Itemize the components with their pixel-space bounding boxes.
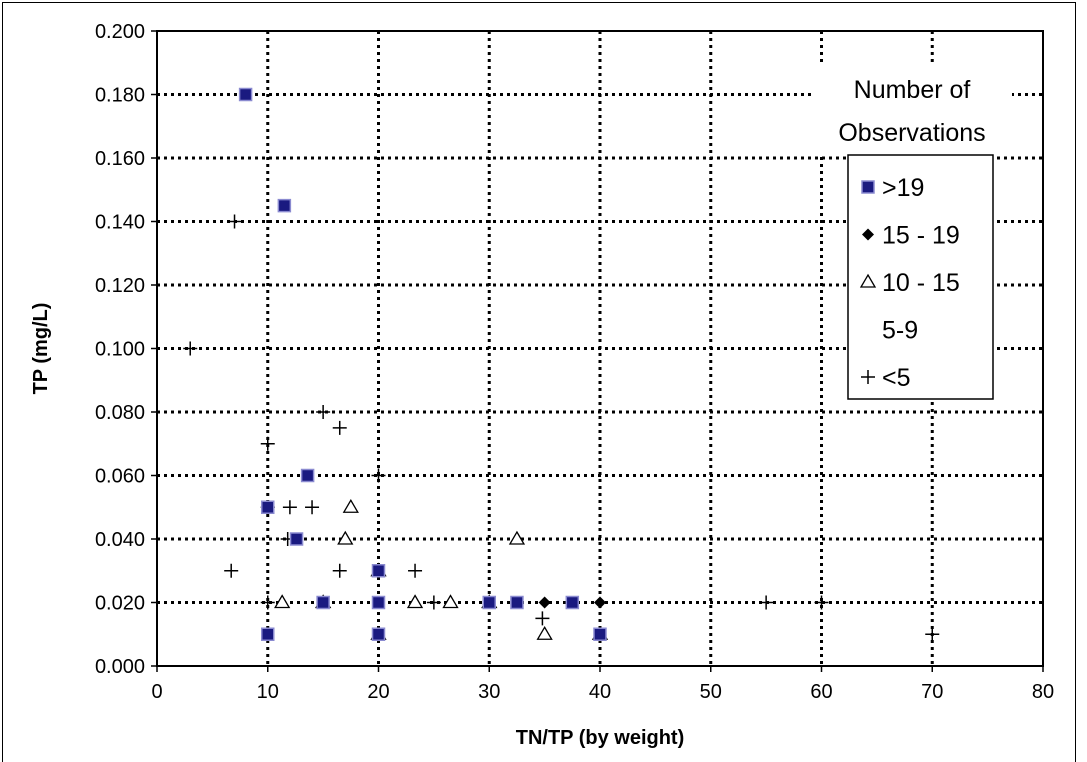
data-point bbox=[371, 627, 386, 641]
data-point bbox=[305, 500, 320, 515]
data-point bbox=[261, 500, 275, 514]
data-point bbox=[538, 596, 551, 609]
legend-title-line-2: Observations bbox=[838, 119, 985, 147]
data-point bbox=[260, 436, 275, 451]
y-tick-label: 0.160 bbox=[95, 148, 145, 170]
data-point bbox=[337, 530, 354, 545]
legend-box bbox=[847, 154, 994, 400]
y-tick-label: 0.020 bbox=[95, 593, 145, 615]
data-point bbox=[510, 595, 524, 610]
data-point bbox=[535, 611, 550, 626]
x-tick-label: 40 bbox=[589, 681, 611, 703]
y-tick-label: 0.080 bbox=[95, 402, 145, 424]
y-tick-label: 0.140 bbox=[95, 212, 145, 234]
y-tick-label: 0.040 bbox=[95, 529, 145, 551]
x-tick-label: 0 bbox=[151, 681, 162, 703]
legend-title-line-1: Number of bbox=[854, 76, 971, 104]
data-point bbox=[593, 627, 607, 641]
x-axis-title: TN/TP (by weight) bbox=[516, 727, 685, 749]
data-point bbox=[406, 594, 424, 609]
data-point bbox=[261, 627, 275, 641]
data-point bbox=[814, 595, 829, 610]
legend-marker bbox=[861, 370, 875, 384]
y-tick-label: 0.120 bbox=[95, 275, 145, 297]
data-point bbox=[274, 594, 291, 609]
data-point bbox=[371, 468, 386, 483]
x-tick-label: 10 bbox=[257, 681, 279, 703]
data-point bbox=[238, 87, 253, 102]
data-point bbox=[536, 625, 553, 640]
y-tick-label: 0.000 bbox=[95, 656, 145, 678]
y-tick-label: 0.200 bbox=[95, 21, 145, 43]
x-tick-label: 80 bbox=[1032, 681, 1054, 703]
data-point bbox=[277, 198, 292, 213]
legend-marker bbox=[859, 273, 877, 288]
legend-items: >19 15 - 19 10 - 15 5-9 <5 bbox=[859, 174, 960, 392]
x-tick-label: 30 bbox=[478, 681, 500, 703]
y-tick-label: 0.180 bbox=[95, 85, 145, 107]
legend-label: 10 - 15 bbox=[882, 269, 960, 297]
data-point bbox=[332, 420, 347, 435]
legend: Number of Observations >19 15 - 19 10 - 15… bbox=[812, 64, 1012, 400]
y-tick-label: 0.100 bbox=[95, 339, 145, 361]
x-axis: 0 10 20 30 40 50 60 70 80 bbox=[151, 666, 1054, 703]
data-point bbox=[316, 595, 330, 610]
x-tick-label: 70 bbox=[921, 681, 943, 703]
legend-title-background bbox=[812, 64, 1012, 156]
data-point bbox=[371, 564, 386, 578]
data-point bbox=[332, 563, 347, 578]
data-point bbox=[227, 214, 242, 229]
y-axis-title: TP (mg/L) bbox=[30, 303, 52, 395]
y-tick-label: 0.060 bbox=[95, 466, 145, 488]
data-point bbox=[759, 595, 774, 610]
data-point bbox=[300, 468, 315, 483]
legend-marker bbox=[862, 228, 874, 241]
data-point bbox=[594, 596, 606, 609]
data-point bbox=[442, 594, 459, 609]
legend-marker bbox=[861, 180, 875, 194]
data-point bbox=[508, 530, 526, 545]
data-point bbox=[408, 563, 423, 578]
x-tick-label: 60 bbox=[810, 681, 832, 703]
legend-label: >19 bbox=[882, 174, 924, 202]
legend-label: <5 bbox=[882, 364, 911, 392]
data-point bbox=[260, 595, 275, 610]
data-points bbox=[183, 87, 940, 642]
data-point bbox=[482, 595, 496, 610]
data-point bbox=[371, 595, 386, 610]
data-point bbox=[342, 498, 359, 513]
x-tick-label: 50 bbox=[700, 681, 722, 703]
data-point bbox=[224, 563, 239, 578]
data-point bbox=[925, 627, 940, 642]
data-point bbox=[426, 595, 441, 610]
legend-label: 15 - 19 bbox=[882, 222, 960, 250]
x-tick-label: 20 bbox=[367, 681, 389, 703]
data-point bbox=[183, 341, 198, 356]
legend-label: 5-9 bbox=[882, 317, 918, 345]
data-point bbox=[289, 532, 304, 546]
data-point bbox=[565, 595, 580, 610]
y-axis: 0.000 0.020 0.040 0.060 0.080 0.100 0.120 0.140… bbox=[95, 21, 157, 678]
data-point bbox=[282, 500, 297, 515]
data-point bbox=[316, 405, 331, 419]
